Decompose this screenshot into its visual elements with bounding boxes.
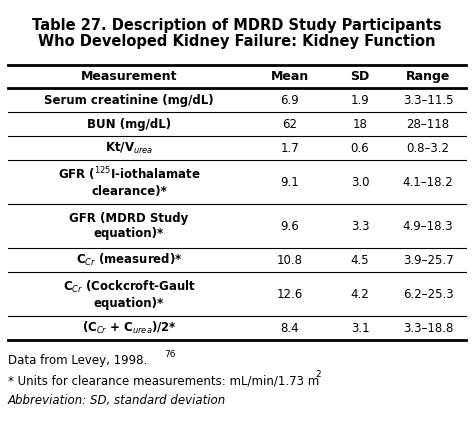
Text: 10.8: 10.8 [277, 254, 303, 267]
Text: Table 27. Description of MDRD Study Participants: Table 27. Description of MDRD Study Part… [32, 18, 442, 33]
Text: * Units for clearance measurements: mL/min/1.73 m: * Units for clearance measurements: mL/m… [8, 374, 319, 387]
Text: 2: 2 [315, 370, 320, 379]
Text: 3.3–18.8: 3.3–18.8 [403, 322, 453, 335]
Text: 9.1: 9.1 [281, 176, 300, 189]
Text: (C$_{Cr}$ + C$_{urea}$)/2*: (C$_{Cr}$ + C$_{urea}$)/2* [82, 320, 176, 336]
Text: 3.0: 3.0 [351, 176, 369, 189]
Text: Measurement: Measurement [81, 70, 177, 83]
Text: GFR (MDRD Study
equation)*: GFR (MDRD Study equation)* [69, 212, 189, 240]
Text: 4.2: 4.2 [351, 288, 369, 301]
Text: 3.1: 3.1 [351, 322, 369, 335]
Text: 0.6: 0.6 [351, 142, 369, 155]
Text: 76: 76 [164, 350, 175, 359]
Text: 6.9: 6.9 [281, 94, 300, 107]
Text: 4.1–18.2: 4.1–18.2 [402, 176, 453, 189]
Text: 9.6: 9.6 [281, 220, 300, 233]
Text: 8.4: 8.4 [281, 322, 299, 335]
Text: 6.2–25.3: 6.2–25.3 [403, 288, 453, 301]
Text: 18: 18 [353, 117, 367, 130]
Text: Who Developed Kidney Failure: Kidney Function: Who Developed Kidney Failure: Kidney Fun… [38, 34, 436, 49]
Text: BUN (mg/dL): BUN (mg/dL) [87, 117, 171, 130]
Text: 62: 62 [283, 117, 298, 130]
Text: 12.6: 12.6 [277, 288, 303, 301]
Text: 4.9–18.3: 4.9–18.3 [403, 220, 453, 233]
Text: C$_{Cr}$ (Cockcroft-Gault
equation)*: C$_{Cr}$ (Cockcroft-Gault equation)* [63, 279, 195, 310]
Text: GFR ($^{125}$I-iothalamate
clearance)*: GFR ($^{125}$I-iothalamate clearance)* [58, 166, 201, 198]
Text: Mean: Mean [271, 70, 309, 83]
Text: 1.7: 1.7 [281, 142, 300, 155]
Text: 3.3–11.5: 3.3–11.5 [403, 94, 453, 107]
Text: Serum creatinine (mg/dL): Serum creatinine (mg/dL) [44, 94, 214, 107]
Text: Data from Levey, 1998.: Data from Levey, 1998. [8, 354, 147, 367]
Text: 4.5: 4.5 [351, 254, 369, 267]
Text: 3.3: 3.3 [351, 220, 369, 233]
Text: Abbreviation: SD, standard deviation: Abbreviation: SD, standard deviation [8, 394, 226, 407]
Text: SD: SD [350, 70, 370, 83]
Text: Range: Range [406, 70, 450, 83]
Text: Kt/V$_{urea}$: Kt/V$_{urea}$ [105, 141, 153, 155]
Text: 0.8–3.2: 0.8–3.2 [407, 142, 449, 155]
Text: 1.9: 1.9 [351, 94, 369, 107]
Text: C$_{Cr}$ (measured)*: C$_{Cr}$ (measured)* [76, 252, 182, 268]
Text: 3.9–25.7: 3.9–25.7 [403, 254, 453, 267]
Text: 28–118: 28–118 [406, 117, 449, 130]
